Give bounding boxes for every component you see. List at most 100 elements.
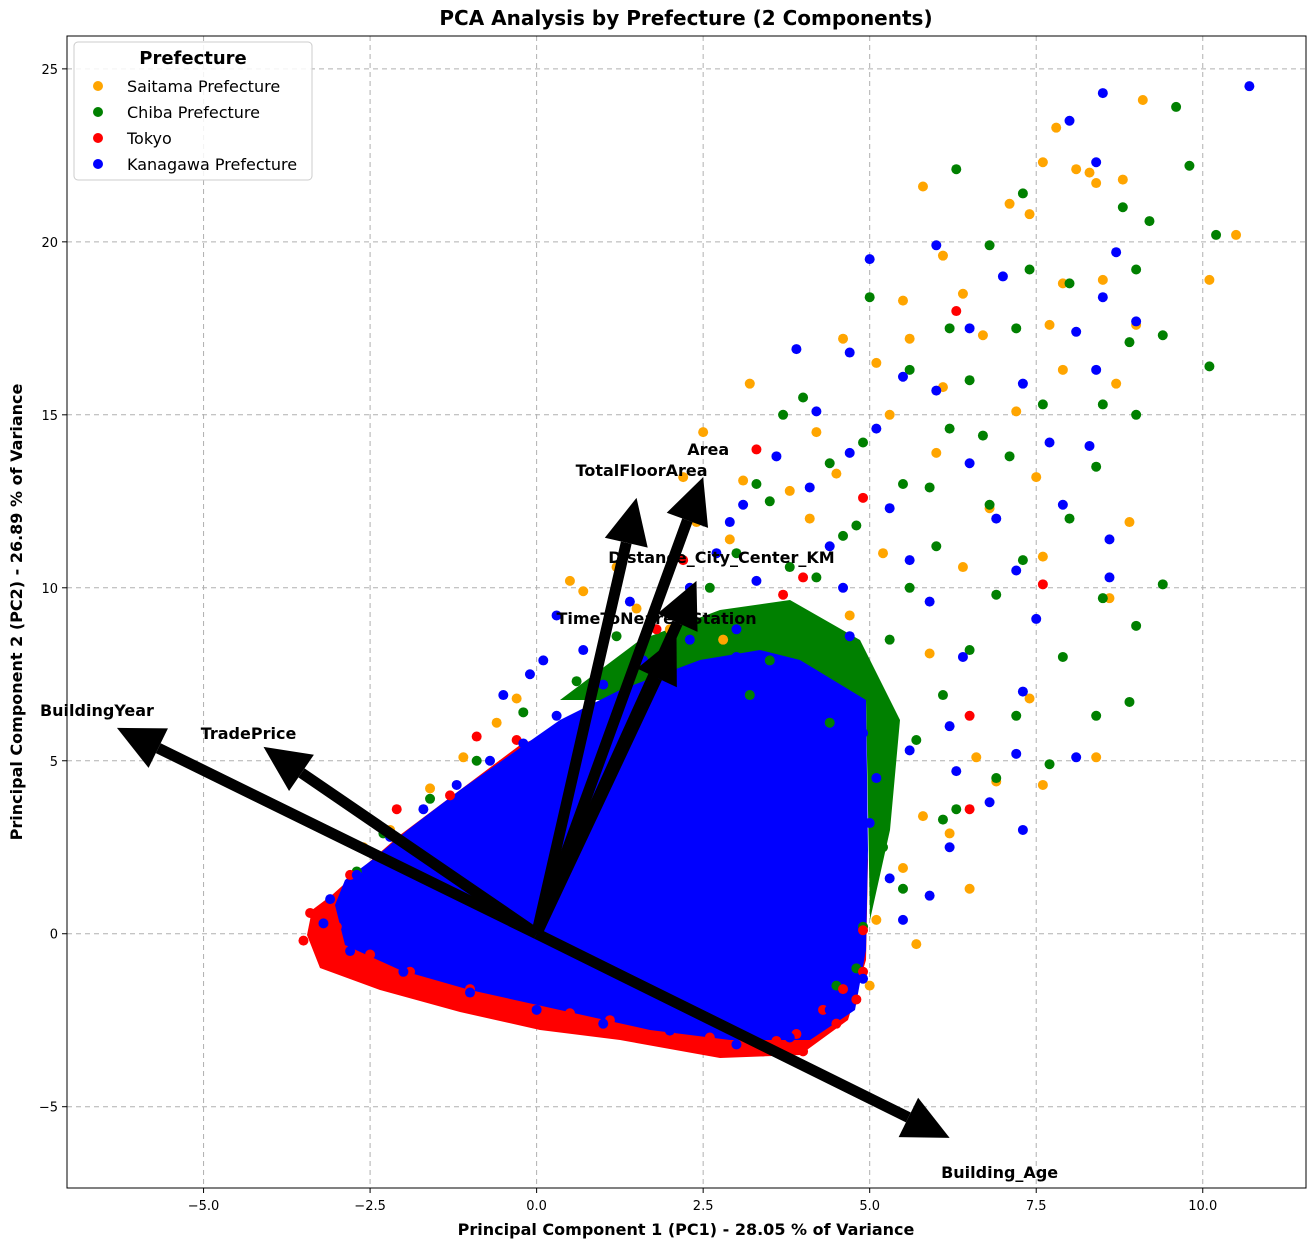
data-point [951,164,962,175]
data-point [1024,209,1035,220]
data-point [937,250,948,261]
data-point [731,1039,742,1050]
arrow-shaft [155,743,540,939]
data-point [1057,364,1068,375]
x-tick-label: 2.5 [693,1199,714,1214]
data-point [731,651,742,662]
y-tick-label: 20 [41,236,58,251]
y-axis-ticks: −5 0 5 10 15 20 25 [39,63,67,1116]
data-point [425,793,436,804]
data-point [1037,399,1048,410]
data-point [884,634,895,645]
data-point [984,797,995,808]
data-point [724,534,735,545]
kanagawa-density-region [335,650,868,1040]
data-point [551,710,562,721]
data-point [878,548,889,559]
legend-title: Prefecture [139,48,247,69]
data-point [858,437,869,448]
data-point [578,586,589,597]
data-point [798,392,809,403]
loading-arrow-timetoneareststation: TimeToNearestStation [531,609,757,937]
data-point [824,458,835,469]
data-point [365,949,376,960]
x-tick-label: 7.5 [1026,1199,1047,1214]
data-point [1131,316,1142,327]
x-tick-label: −2.5 [354,1199,386,1214]
data-point [897,883,908,894]
data-point [971,752,982,763]
data-point [744,690,755,701]
data-point [977,430,988,441]
data-point [851,939,862,950]
data-point [1091,157,1102,168]
data-point [944,721,955,732]
data-point [1211,229,1222,240]
data-point [838,582,849,593]
data-point [798,970,809,981]
arrow-head [263,746,314,792]
data-point [997,271,1008,282]
data-point [1017,824,1028,835]
data-point [1104,572,1115,583]
data-point [864,818,875,829]
data-point [784,669,795,680]
data-point [851,520,862,531]
data-point [571,676,582,687]
data-point [398,928,409,939]
legend-marker [93,81,103,91]
data-point [944,828,955,839]
data-point [851,994,862,1005]
data-point [465,987,476,998]
x-axis-title: Principal Component 1 (PC1) - 28.05 % of… [458,1220,915,1239]
data-point [838,530,849,541]
data-point [1071,752,1082,763]
data-point [924,890,935,901]
data-point [1091,178,1102,189]
data-point [897,914,908,925]
data-point [1091,710,1102,721]
data-point [831,831,842,842]
data-point [518,707,529,718]
data-point [425,783,436,794]
data-point [791,344,802,355]
arrow-shaft [534,928,911,1123]
data-point [698,703,709,714]
data-point [1037,579,1048,590]
data-point [744,946,755,957]
data-point [431,894,442,905]
data-point [864,980,875,991]
data-point [651,921,662,932]
data-point [951,766,962,777]
data-point [1064,278,1075,289]
data-point [1084,167,1095,178]
data-point [451,779,462,790]
data-point [564,1008,575,1019]
loading-arrow-building-age: Building_Age [534,928,1058,1182]
data-point [924,596,935,607]
data-point [811,427,822,438]
data-point [871,773,882,784]
data-point [1017,555,1028,566]
y-tick-label: 15 [41,409,58,424]
data-point [1017,188,1028,199]
data-point [798,1046,809,1057]
data-point [325,894,336,905]
y-tick-label: 0 [50,928,58,943]
data-point [897,863,908,873]
data-point [1004,198,1015,209]
data-point [584,1022,595,1033]
data-point [838,333,849,344]
data-point [931,240,942,251]
data-point [884,873,895,884]
data-point [1064,513,1075,524]
data-point [471,731,482,742]
arrow-head [604,497,648,548]
data-point [1037,779,1048,790]
data-point [964,323,975,334]
data-point [778,589,789,600]
data-point [778,409,789,420]
data-point [305,907,316,918]
y-tick-label: −5 [39,1101,58,1116]
